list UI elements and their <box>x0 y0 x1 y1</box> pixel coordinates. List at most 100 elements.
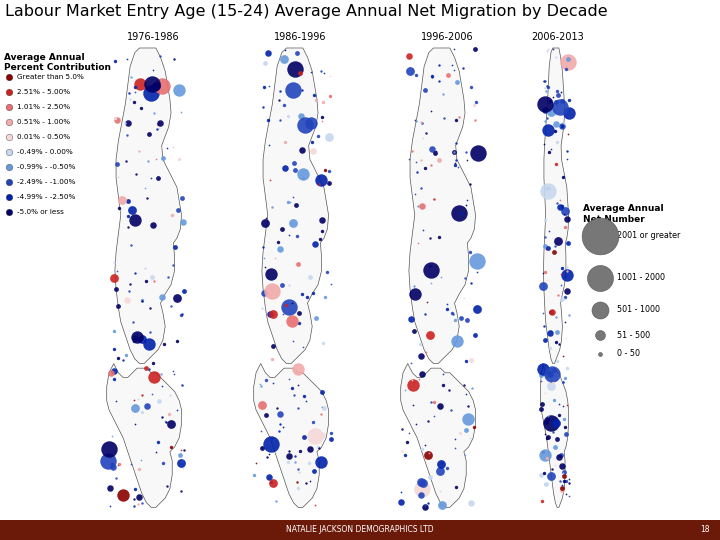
Text: 1.01% - 2.50%: 1.01% - 2.50% <box>17 104 70 110</box>
Point <box>450 138 462 147</box>
Point <box>4 118 14 126</box>
Point <box>538 469 549 477</box>
Point <box>541 113 553 122</box>
Point <box>325 434 336 443</box>
Point <box>110 284 122 293</box>
Point <box>412 239 423 247</box>
Point <box>434 402 446 410</box>
Point <box>121 131 132 140</box>
Point <box>112 302 124 310</box>
Point <box>462 401 473 410</box>
Point <box>320 293 331 301</box>
Point <box>108 345 120 354</box>
Point <box>110 397 122 406</box>
Point <box>178 286 189 295</box>
Point <box>472 149 484 158</box>
Point <box>408 282 420 291</box>
Point <box>562 287 573 295</box>
Point <box>409 289 420 298</box>
Point <box>132 147 144 156</box>
Point <box>428 194 439 203</box>
Point <box>420 85 431 94</box>
Point <box>543 226 554 235</box>
Point <box>460 356 472 365</box>
Point <box>316 112 328 121</box>
Point <box>537 365 549 374</box>
Point <box>291 232 302 241</box>
Point <box>554 453 565 461</box>
Point <box>316 388 328 396</box>
Point <box>561 267 572 276</box>
Text: Average Annual: Average Annual <box>4 53 85 62</box>
Point <box>122 196 134 205</box>
Point <box>549 127 561 136</box>
Point <box>554 340 565 349</box>
Point <box>305 272 316 281</box>
Point <box>464 248 476 256</box>
Point <box>548 416 559 424</box>
Point <box>558 415 570 423</box>
Text: 0.01% - 0.50%: 0.01% - 0.50% <box>17 134 70 140</box>
Point <box>265 440 276 449</box>
Point <box>469 331 481 340</box>
Point <box>454 112 465 121</box>
Point <box>414 340 426 348</box>
Point <box>122 222 134 231</box>
Point <box>418 133 429 142</box>
Point <box>154 51 166 60</box>
Point <box>560 477 572 485</box>
Point <box>316 216 328 225</box>
Point <box>296 290 307 299</box>
Point <box>547 379 559 387</box>
Point <box>271 403 282 412</box>
Point <box>289 166 301 175</box>
Point <box>305 444 316 453</box>
Point <box>292 380 304 389</box>
Point <box>4 87 14 96</box>
Point <box>594 306 606 314</box>
Point <box>174 451 186 460</box>
Point <box>465 498 477 507</box>
Point <box>449 65 460 74</box>
Point <box>562 57 574 66</box>
Point <box>300 479 311 488</box>
Point <box>147 389 158 398</box>
Point <box>315 67 327 76</box>
Point <box>267 342 279 350</box>
Point <box>450 156 462 164</box>
Point <box>165 420 176 428</box>
Point <box>112 267 123 275</box>
Point <box>543 98 554 106</box>
Polygon shape <box>409 48 476 363</box>
Polygon shape <box>541 363 569 508</box>
Point <box>545 307 557 316</box>
Point <box>538 140 549 149</box>
Point <box>550 313 562 322</box>
Point <box>173 205 184 214</box>
Text: 2.51% - 5.00%: 2.51% - 5.00% <box>17 89 70 95</box>
Point <box>272 238 284 246</box>
Point <box>541 275 553 284</box>
Point <box>556 450 567 459</box>
Point <box>291 201 302 210</box>
Point <box>112 354 124 362</box>
Point <box>120 351 131 360</box>
Point <box>557 122 568 130</box>
Point <box>539 450 551 459</box>
Point <box>321 268 333 276</box>
Point <box>563 492 575 501</box>
Point <box>162 273 174 281</box>
Point <box>403 429 415 437</box>
Point <box>557 462 568 470</box>
Point <box>541 434 553 442</box>
Point <box>153 397 165 406</box>
Point <box>146 80 158 89</box>
Polygon shape <box>253 363 328 508</box>
Point <box>119 118 130 127</box>
Point <box>298 392 310 401</box>
Point <box>407 381 418 389</box>
Point <box>297 343 309 352</box>
Point <box>556 280 567 289</box>
Point <box>106 431 117 440</box>
Point <box>415 156 427 164</box>
